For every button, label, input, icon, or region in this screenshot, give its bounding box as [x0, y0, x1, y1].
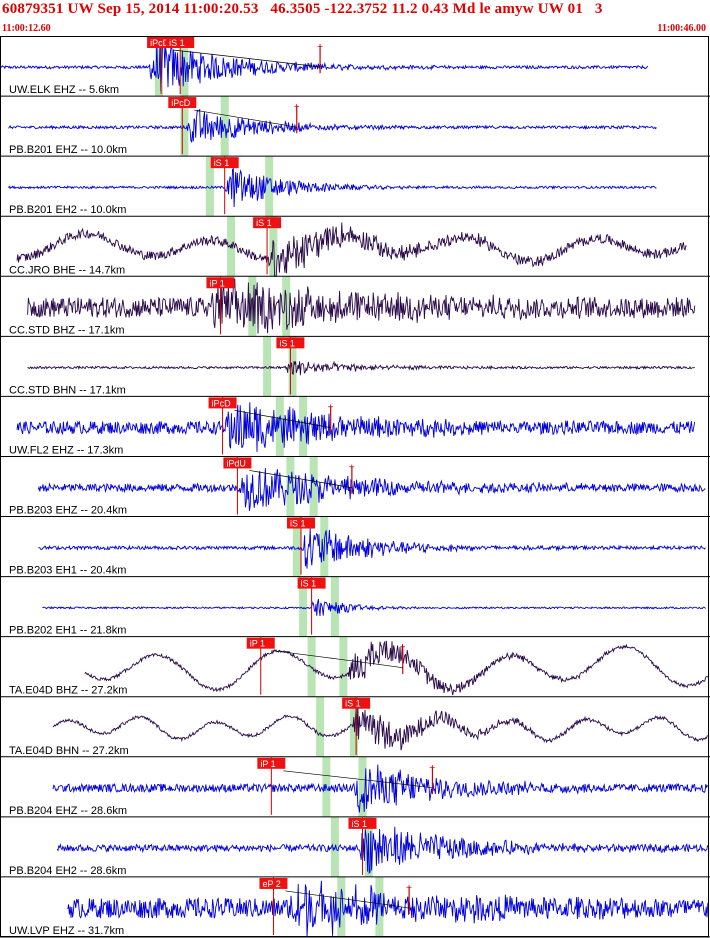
trace-panel[interactable]: iS 1 PB.B201 EH2 -- 10.0km — [0, 156, 710, 217]
event-header: 60879351 UW Sep 15, 2014 11:00:20.53 46.… — [2, 1, 603, 17]
pick-label: iS 1 — [169, 38, 185, 48]
pick-label: iPcD — [150, 38, 170, 48]
waveform — [8, 167, 657, 208]
trace-panel[interactable]: + iPcD PB.B201 EHZ -- 10.0km — [0, 96, 710, 157]
duration-curve — [283, 770, 433, 789]
duration-curve — [194, 109, 297, 128]
duration-curve — [285, 890, 410, 909]
trace-panel[interactable]: iP 1 CC.STD BHZ -- 17.1km — [0, 276, 710, 337]
station-label: PB.B204 EHZ -- 28.6km — [9, 805, 127, 817]
pick-label: iS 1 — [351, 819, 367, 829]
station-label: UW.LVP EHZ -- 31.7km — [9, 925, 124, 937]
trace-panel[interactable]: + eP 2 UW.LVP EHZ -- 31.7km — [0, 876, 710, 938]
coda-plus-icon: + — [400, 643, 406, 654]
pick-label-box[interactable] — [348, 817, 377, 829]
trace-panel[interactable]: iS 1 CC.STD BHN -- 17.1km — [0, 336, 710, 397]
waveform — [42, 598, 706, 617]
trace-panel[interactable]: + iPdU PB.B203 EHZ -- 20.4km — [0, 456, 710, 518]
coda-plus-icon: + — [349, 462, 355, 473]
waveform — [56, 826, 709, 874]
trace-panel[interactable]: + iP 1 TA.E04D BHZ -- 27.2km — [0, 636, 710, 698]
pick-label: iS 1 — [301, 579, 317, 589]
station-label: CC.STD BHN -- 17.1km — [9, 384, 126, 396]
pick-label-box[interactable] — [276, 337, 305, 349]
waveform — [38, 528, 706, 569]
pick-label-box[interactable] — [223, 457, 252, 469]
station-label: PB.B204 EH2 -- 28.6km — [9, 865, 126, 877]
station-label: PB.B203 EH1 -- 20.4km — [9, 565, 126, 577]
trace-panel[interactable]: iS 1 TA.E04D BHN -- 27.2km — [0, 696, 710, 758]
plot-frame — [0, 36, 709, 937]
coda-plus-icon: + — [317, 42, 323, 53]
pick-label: iPdU — [226, 458, 246, 468]
station-label: CC.STD BHZ -- 17.1km — [9, 324, 125, 336]
pick-label-box[interactable] — [297, 577, 326, 589]
pick-label-box[interactable] — [253, 217, 282, 229]
waveform — [84, 640, 709, 696]
waveform — [37, 468, 706, 511]
pick-label-box[interactable] — [166, 37, 195, 48]
coda-plus-icon: + — [328, 402, 334, 413]
waveform — [0, 41, 649, 92]
pick-label: eP 2 — [262, 879, 280, 889]
station-label: CC.JRO BHE -- 14.7km — [9, 264, 125, 276]
pick-label-box[interactable] — [246, 637, 275, 649]
station-label: UW.FL2 EHZ -- 17.3km — [9, 444, 123, 456]
waveform — [27, 360, 695, 376]
coda-plus-icon: + — [429, 763, 435, 774]
pick-label-box[interactable] — [259, 877, 288, 889]
pick-label: iS 1 — [290, 519, 306, 529]
pick-label-box[interactable] — [210, 157, 239, 169]
pick-label: iS 1 — [279, 338, 295, 348]
pick-label-box[interactable] — [287, 517, 316, 529]
pick-label-box[interactable] — [342, 697, 371, 709]
waveform — [27, 277, 696, 334]
trace-panel[interactable]: iS 1 PB.B203 EH1 -- 20.4km — [0, 516, 710, 578]
duration-curve — [173, 49, 321, 68]
station-label: PB.B203 EHZ -- 20.4km — [9, 505, 127, 517]
pick-label: iP 1 — [250, 639, 265, 649]
coda-plus-icon: + — [406, 883, 412, 894]
station-label: UW.ELK EHZ -- 5.6km — [9, 84, 119, 96]
duration-curve — [249, 470, 352, 489]
trace-panel[interactable]: + iPcD UW.FL2 EHZ -- 17.3km — [0, 396, 710, 457]
duration-curve — [234, 410, 331, 428]
window-end-time: 11:00:46.00 — [657, 23, 706, 34]
waveform — [52, 764, 708, 813]
waveform — [16, 222, 687, 277]
duration-curve — [272, 650, 403, 669]
trace-panel[interactable]: iS 1 PB.B202 EH1 -- 21.8km — [0, 576, 710, 638]
pick-label: iPcD — [171, 98, 191, 108]
pick-label-box[interactable] — [208, 397, 237, 409]
station-label: PB.B201 EH2 -- 10.0km — [9, 204, 126, 216]
pick-label: iPcD — [212, 398, 232, 408]
pick-label-box[interactable] — [168, 97, 197, 109]
waveform — [16, 402, 696, 452]
trace-panel[interactable]: + iPcD iS 1 UW.ELK EHZ -- 5.6km — [0, 36, 710, 97]
coda-plus-icon: + — [294, 102, 300, 113]
waveform — [67, 880, 709, 937]
station-label: TA.E04D BHN -- 27.2km — [9, 745, 129, 757]
pick-label-box[interactable] — [257, 757, 286, 769]
window-start-time: 11:00:12.60 — [2, 23, 51, 34]
station-label: PB.B202 EH1 -- 21.8km — [9, 625, 126, 637]
waveform — [8, 108, 657, 143]
pick-label: iP 1 — [260, 759, 275, 769]
pick-label: iP 1 — [209, 278, 224, 288]
pick-label-box[interactable] — [147, 37, 176, 48]
station-label: PB.B201 EHZ -- 10.0km — [9, 144, 127, 156]
pick-label: iS 1 — [256, 218, 272, 228]
pick-label-box[interactable] — [206, 277, 235, 289]
station-label: TA.E04D BHZ -- 27.2km — [9, 685, 127, 697]
pick-label: iS 1 — [214, 158, 230, 168]
waveform — [52, 702, 708, 751]
trace-panel[interactable]: iS 1 CC.JRO BHE -- 14.7km — [0, 216, 710, 277]
pick-label: iS 1 — [345, 699, 361, 709]
trace-panel[interactable]: iS 1 PB.B204 EH2 -- 28.6km — [0, 816, 710, 878]
trace-panel[interactable]: + iP 1 PB.B204 EHZ -- 28.6km — [0, 756, 710, 818]
